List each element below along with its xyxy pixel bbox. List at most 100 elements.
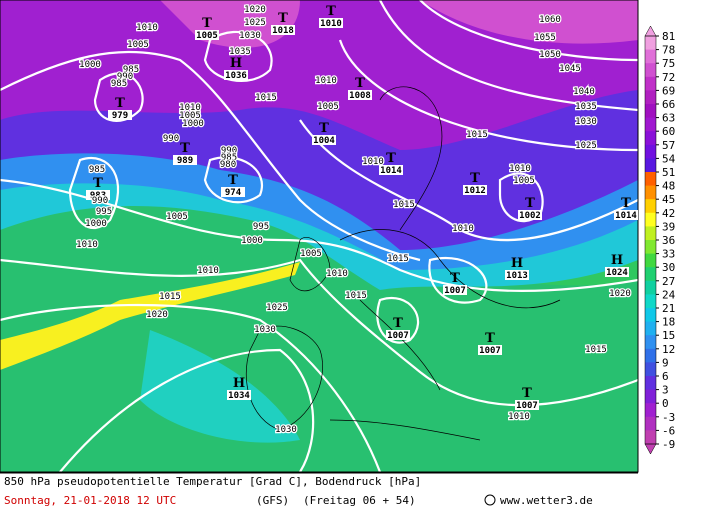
isobar-label: 985 [221,153,237,163]
field-magenta [160,0,638,48]
colorbar-label: 57 [662,139,675,152]
colorbar-label: 9 [662,356,669,369]
isobar-label: 1010 [362,157,384,167]
color-band [645,199,656,214]
centre-box [86,190,110,200]
color-band [645,144,656,159]
color-band [645,403,656,418]
isobar-label: 995 [96,207,112,217]
isobar-label: 1030 [575,117,597,127]
isobar-label: 1010 [509,164,531,174]
isobar-label: 985 [123,65,139,75]
colorbar: 8178757269666360575451484542393633302724… [644,25,676,455]
centre-symbol: T [386,151,396,166]
centre-symbol: T [355,76,365,91]
color-band [645,416,656,431]
centre-pressure: 974 [225,188,242,198]
field-purple [0,0,638,150]
color-band [645,63,656,78]
isobar-label: 1025 [575,141,597,151]
copyright-icon [484,494,496,506]
centre-box [463,185,487,195]
centre-box [614,210,638,220]
color-band [645,335,656,350]
centre-box [227,390,251,400]
isobar-label: 1000 [85,219,107,229]
centre-box [173,155,197,165]
centre-symbol: H [611,253,623,268]
isobar-label: 1015 [585,345,607,355]
isobar-label: 1040 [573,87,595,97]
caption-model: (GFS) [256,494,289,507]
isobar-label: 1005 [179,111,201,121]
isobar-label: 1055 [534,33,556,43]
caption-date: Sonntag, 21-01-2018 12 UTC [4,494,176,507]
colorbar-label: 39 [662,220,675,233]
color-band [645,280,656,295]
centre-pressure: 1012 [464,186,486,196]
isobar-label: 990 [163,134,179,144]
centre-symbol: T [319,121,329,136]
colorbar-label: 12 [662,343,675,356]
colorbar-label: 21 [662,302,675,315]
color-band [645,172,656,187]
isobar-label: 1015 [345,291,367,301]
isobar-label: 1010 [326,269,348,279]
centre-symbol: T [326,4,336,19]
centre-pressure: 1014 [615,211,637,221]
centre-symbol: T [485,331,495,346]
isobar-label: 1010 [508,412,530,422]
centre-box [443,285,467,295]
centre-pressure: 1007 [516,401,538,411]
colorbar-label: -6 [662,424,675,437]
centre-box [319,18,343,28]
centre-box [108,110,132,120]
colorbar-label: 54 [662,152,676,165]
isobar-label: 1005 [317,102,339,112]
centre-symbol: H [233,376,245,391]
caption-credit: www.wetter3.de [500,494,593,507]
isobar-label: 1010 [76,240,98,250]
isobar-label: 1005 [127,40,149,50]
colorbar-label: 18 [662,316,675,329]
centre-pressure: 989 [177,156,193,166]
colorbar-label: 24 [662,288,676,301]
isobar-label: 990 [221,146,237,156]
colorbar-label: 81 [662,30,675,43]
centre-box [348,90,372,100]
isobar-label: 1025 [266,303,288,313]
colorbar-label: 15 [662,329,675,342]
isobar-label: 985 [111,79,127,89]
centre-box [271,25,295,35]
centre-box [386,330,410,340]
isobar-label: 1030 [275,425,297,435]
color-band [645,117,656,132]
centre-pressure: 1007 [444,286,466,296]
centre-box [312,135,336,145]
color-band [645,185,656,200]
isobar-label: 990 [117,72,133,82]
centre-symbol: H [230,56,242,71]
isobar-label: 1045 [559,64,581,74]
centre-pressure: 1007 [387,331,409,341]
isobar-label: 1035 [575,102,597,112]
colorbar-label: -3 [662,411,675,424]
isobar-label: 1030 [254,325,276,335]
isobar-label: 1005 [513,176,535,186]
centre-symbol: T [525,196,535,211]
centre-symbol: T [450,271,460,286]
centre-symbol: T [202,16,212,31]
color-band [645,267,656,282]
isobar-label: 1000 [182,119,204,129]
isobar-label: 1030 [239,31,261,41]
colorbar-cap-bottom [644,443,657,455]
isobar-label: 1005 [300,249,322,259]
color-band [645,49,656,64]
centre-pressure: 979 [112,111,128,121]
isobar-label: 1010 [179,103,201,113]
colorbar-label: 30 [662,261,675,274]
centre-box [505,270,529,280]
colorbar-label: 63 [662,112,675,125]
